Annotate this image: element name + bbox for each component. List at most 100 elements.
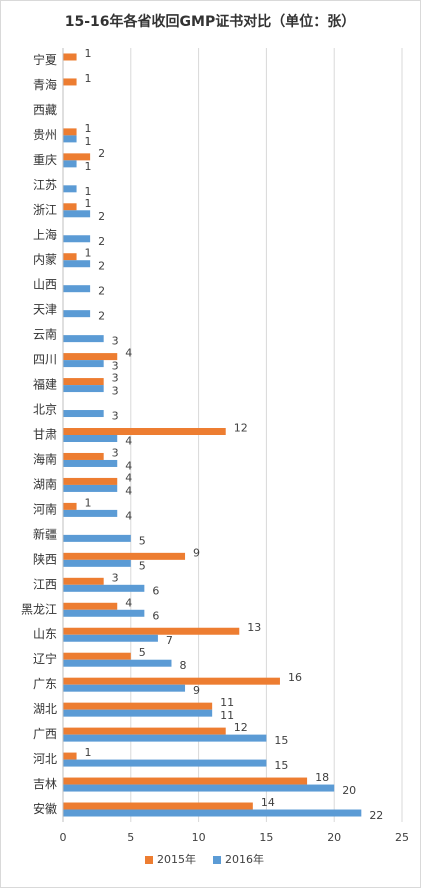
- bar: [63, 584, 145, 592]
- category-label: 广东: [33, 677, 57, 691]
- category-label: 北京: [33, 403, 57, 417]
- category-label: 重庆: [33, 153, 57, 167]
- bar: [63, 135, 77, 143]
- category-label: 安徽: [33, 801, 57, 816]
- bar: [63, 428, 226, 435]
- data-label: 12: [234, 422, 248, 435]
- data-label: 4: [125, 471, 132, 484]
- bar: [63, 552, 186, 560]
- category-label: 陕西: [33, 551, 57, 566]
- bar: [63, 210, 91, 218]
- bar: [63, 609, 145, 617]
- data-label: 3: [112, 372, 119, 385]
- bar: [63, 534, 131, 542]
- category-label: 上海: [33, 227, 57, 242]
- bar: [63, 509, 118, 517]
- data-label: 1: [85, 746, 92, 759]
- bar: [63, 559, 131, 567]
- bar: [63, 709, 213, 717]
- category-label: 新疆: [33, 526, 57, 541]
- data-label: 4: [125, 435, 132, 448]
- bar: [63, 452, 104, 460]
- data-label: 1: [85, 47, 92, 60]
- data-label: 3: [112, 385, 119, 398]
- data-label: 15: [274, 759, 288, 772]
- category-label: 宁夏: [33, 52, 57, 67]
- bar: [63, 577, 104, 585]
- data-label: 1: [85, 247, 92, 260]
- data-label: 2: [98, 210, 105, 223]
- data-label: 1: [85, 197, 92, 210]
- data-label: 2: [98, 260, 105, 273]
- category-label: 河北: [33, 752, 57, 766]
- bar: [63, 627, 240, 635]
- bar: [63, 378, 104, 386]
- bar: [63, 203, 77, 211]
- bar: [63, 702, 213, 710]
- category-label: 海南: [33, 451, 57, 466]
- category-label: 贵州: [33, 128, 57, 142]
- data-label: 4: [125, 347, 132, 360]
- data-label: 4: [125, 596, 132, 609]
- bar: [63, 659, 172, 667]
- data-label: 2: [98, 235, 105, 248]
- bar: [63, 777, 308, 785]
- bar: [63, 502, 77, 510]
- bar: [63, 634, 158, 642]
- data-label: 16: [288, 671, 302, 684]
- data-label: 18: [315, 771, 329, 784]
- data-label: 20: [342, 784, 356, 797]
- bar: [63, 759, 267, 767]
- bar: [63, 128, 77, 136]
- data-label: 9: [193, 546, 200, 559]
- data-label: 3: [112, 335, 119, 348]
- data-label: 15: [274, 734, 288, 747]
- x-tick-label: 10: [192, 831, 206, 844]
- data-label: 22: [369, 809, 383, 822]
- bar: [63, 153, 91, 161]
- bar: [63, 459, 118, 467]
- data-label: 1: [85, 160, 92, 173]
- bar: [63, 335, 104, 343]
- data-label: 4: [125, 459, 132, 472]
- data-label: 13: [247, 621, 261, 634]
- bar: [63, 53, 77, 61]
- bar: [63, 160, 77, 168]
- category-label: 吉林: [33, 777, 57, 791]
- bar: [63, 360, 104, 368]
- bar: [63, 484, 118, 492]
- data-label: 5: [139, 646, 146, 659]
- data-label: 1: [85, 72, 92, 85]
- legend-label: 2015年: [157, 852, 196, 866]
- category-label: 福建: [33, 377, 57, 392]
- category-label: 辽宁: [33, 651, 57, 666]
- bar: [63, 285, 91, 293]
- data-label: 3: [112, 360, 119, 373]
- legend-swatch: [213, 856, 221, 864]
- data-label: 12: [234, 721, 248, 734]
- bar: [63, 602, 118, 610]
- bar: [63, 677, 280, 685]
- data-label: 5: [139, 559, 146, 572]
- legend-swatch: [145, 856, 153, 864]
- bar: [63, 477, 118, 485]
- bar: [63, 727, 226, 735]
- data-label: 8: [179, 659, 186, 672]
- data-label: 1: [85, 185, 92, 198]
- category-label: 山东: [33, 627, 57, 641]
- category-label: 黑龙江: [21, 602, 57, 616]
- data-label: 1: [85, 135, 92, 148]
- category-label: 湖南: [33, 476, 57, 491]
- bar: [63, 734, 267, 742]
- category-label: 河南: [33, 501, 57, 516]
- data-label: 3: [112, 571, 119, 584]
- data-label: 2: [98, 310, 105, 323]
- category-label: 山西: [33, 278, 57, 292]
- data-label: 1: [85, 496, 92, 509]
- data-label: 14: [261, 796, 275, 809]
- category-label: 湖北: [33, 701, 57, 716]
- x-tick-label: 5: [127, 831, 134, 844]
- data-label: 3: [112, 410, 119, 423]
